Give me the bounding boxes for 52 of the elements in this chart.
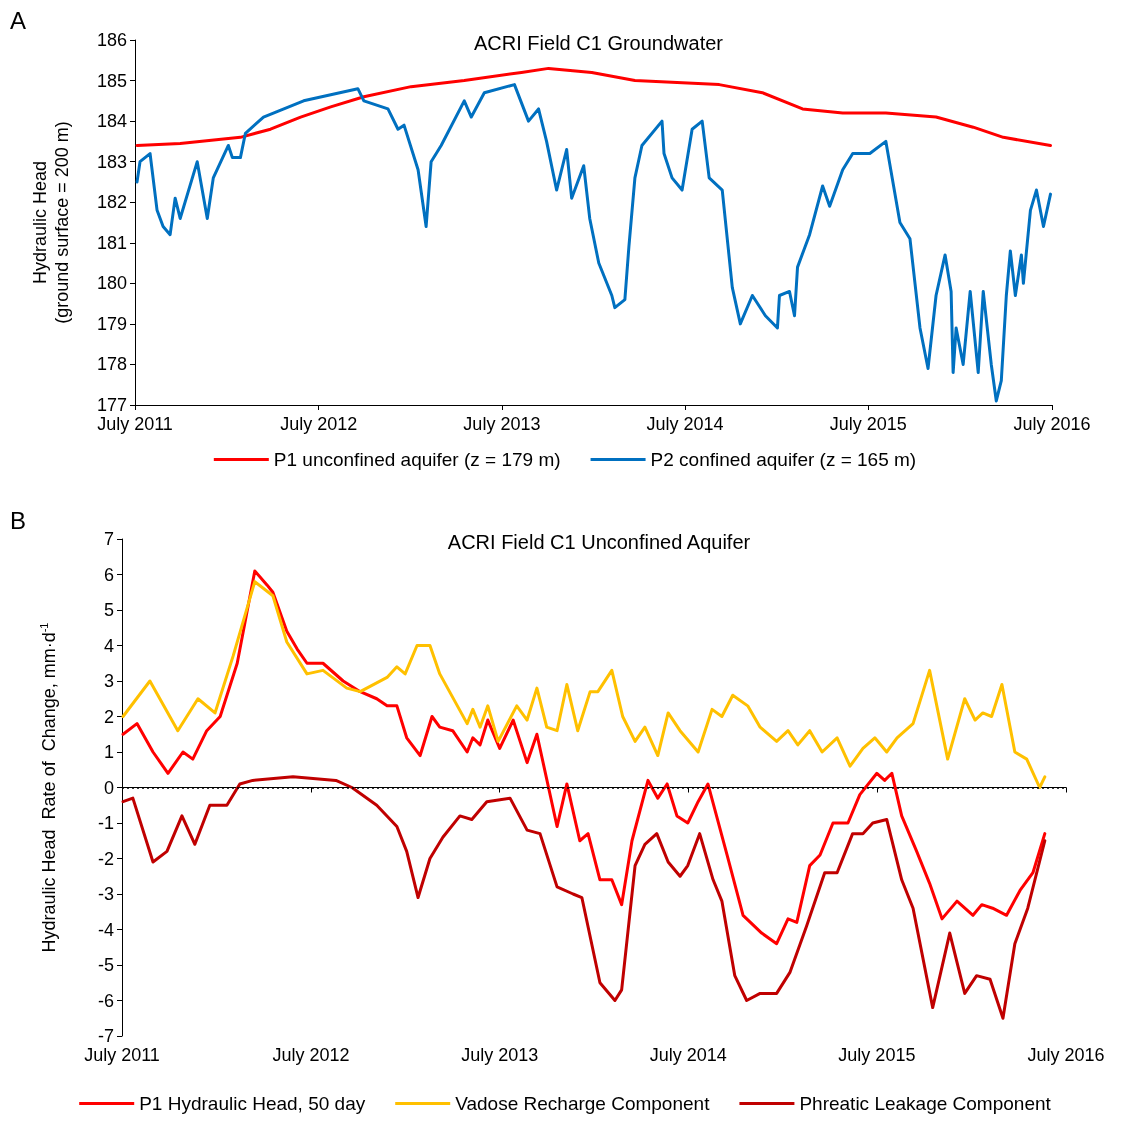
chart-title: ACRI Field C1 Groundwater — [474, 32, 724, 54]
legend-label: Vadose Recharge Component — [455, 1093, 711, 1114]
x-tick-label: July 2013 — [461, 1045, 539, 1065]
y-tick-label: 177 — [96, 395, 127, 415]
x-tick-label: July 2012 — [272, 1045, 350, 1065]
x-tick-label: July 2014 — [646, 414, 724, 434]
y-tick-label: -6 — [97, 990, 114, 1011]
legend-label: P1 Hydraulic Head, 50 day — [139, 1093, 366, 1114]
y-tick-label: 182 — [96, 192, 127, 213]
y-tick-label: -3 — [97, 884, 114, 904]
y-tick-label: -4 — [97, 919, 114, 940]
y-tick-label: 7 — [103, 529, 114, 549]
x-tick-label: July 2013 — [463, 414, 541, 434]
x-tick-label: July 2015 — [838, 1045, 916, 1065]
y-axis-title: Hydraulic Head Rate of Change, mm·d-1 — [37, 622, 59, 953]
y-tick-label: 6 — [103, 564, 114, 585]
y-axis-title: Hydraulic Head (ground surface = 200 m) — [30, 121, 72, 324]
y-tick-label: -1 — [97, 813, 114, 833]
chart-title: ACRI Field C1 Unconfined Aquifer — [447, 531, 751, 553]
legend-label: P1 unconfined aquifer (z = 179 m) — [273, 449, 561, 470]
legend-label: Phreatic Leakage Component — [799, 1093, 1052, 1114]
y-tick-label: 5 — [103, 600, 114, 620]
y-tick-label: 3 — [103, 671, 114, 691]
y-tick-label: 4 — [103, 635, 114, 656]
x-tick-label: July 2012 — [280, 414, 358, 434]
y-tick-label: 183 — [96, 151, 127, 172]
x-tick-label: July 2016 — [1013, 414, 1091, 434]
y-tick-label: 181 — [96, 232, 127, 253]
line-series — [135, 66, 1052, 147]
text: B — [10, 506, 27, 534]
y-tick-label: -5 — [97, 955, 114, 975]
x-tick-label: July 2016 — [1027, 1045, 1105, 1065]
y-tick-label: 180 — [96, 273, 127, 294]
x-tick-label: July 2014 — [649, 1045, 727, 1065]
y-tick-label: 186 — [96, 30, 127, 50]
line-series — [121, 775, 1047, 1020]
y-tick-label: 1 — [103, 742, 114, 762]
y-tick-label: 178 — [96, 354, 127, 375]
line-series — [121, 580, 1047, 789]
text: A — [10, 6, 27, 34]
x-tick-label: July 2015 — [829, 414, 907, 434]
y-tick-label: 179 — [96, 313, 127, 334]
y-tick-label: 184 — [96, 111, 127, 132]
y-tick-label: -2 — [97, 848, 114, 869]
y-tick-label: 2 — [103, 706, 114, 727]
legend-label: P2 confined aquifer (z = 165 m) — [650, 449, 917, 470]
y-tick-label: -7 — [97, 1026, 114, 1046]
y-tick-label: 0 — [103, 777, 114, 798]
line-series — [121, 569, 1047, 946]
x-tick-label: July 2011 — [84, 1045, 160, 1065]
x-tick-label: July 2011 — [97, 414, 173, 434]
y-tick-label: 185 — [96, 70, 127, 91]
